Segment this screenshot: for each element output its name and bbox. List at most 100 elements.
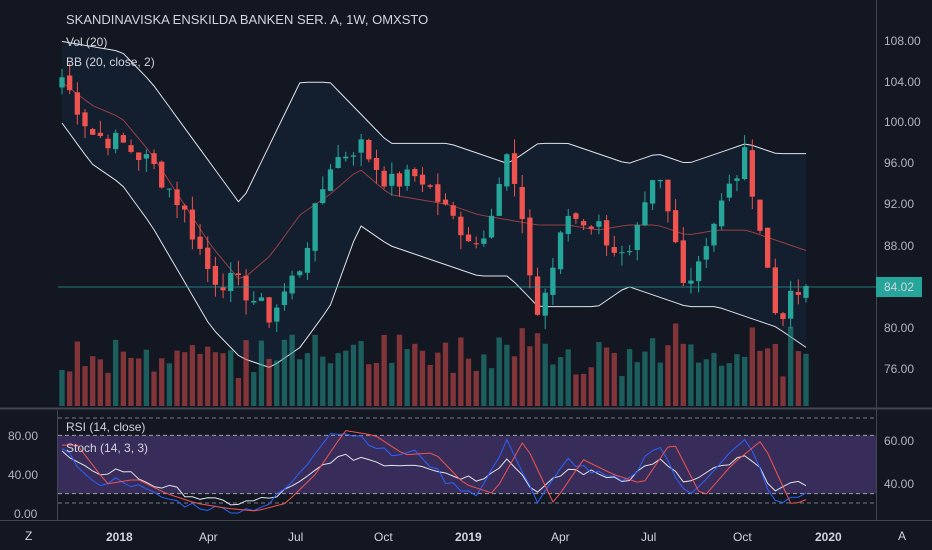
rsi-tick: 0.00 — [14, 507, 38, 521]
volume-bar — [795, 351, 801, 406]
volume-bar — [626, 349, 633, 406]
candle-body — [718, 200, 725, 227]
candle-body — [741, 147, 748, 180]
volume-bar — [465, 358, 472, 406]
volume-bar — [343, 350, 349, 406]
candle-body — [289, 275, 295, 294]
volume-bar — [243, 340, 249, 406]
last-price-label: 84.02 — [884, 280, 914, 294]
time-tick: Oct — [733, 530, 752, 544]
log-scale-button[interactable]: Z — [25, 529, 32, 543]
volume-bar — [174, 350, 180, 406]
candle-body — [381, 170, 387, 187]
candle-body — [151, 153, 157, 165]
volume-bar — [565, 349, 571, 406]
volume-bar — [519, 328, 525, 406]
stoch-legend[interactable]: Stoch (14, 3, 3) — [66, 441, 148, 455]
candle-body — [542, 292, 548, 316]
time-tick: Jul — [641, 530, 656, 544]
candle-body — [128, 145, 134, 152]
volume-bar — [488, 368, 495, 406]
volume-bar — [703, 359, 709, 406]
stoch-tick: 40.00 — [884, 477, 914, 491]
rsi-legend[interactable]: RSI (14, close) — [66, 420, 145, 434]
volume-bar — [665, 345, 671, 406]
volume-bar — [695, 362, 702, 406]
price-tick: 108.00 — [884, 34, 921, 48]
candle-body — [197, 236, 203, 249]
candle-body — [488, 215, 495, 238]
volume-bar — [197, 353, 203, 406]
volume-bar — [619, 376, 625, 406]
volume-bar — [366, 364, 372, 406]
candle-body — [511, 153, 518, 184]
rsi-axis[interactable]: 80.00 40.00 0.00 — [8, 429, 38, 521]
volume-bar — [166, 363, 173, 406]
volume-bar — [251, 372, 257, 406]
volume-bar — [120, 351, 127, 406]
candle-body — [419, 174, 426, 185]
candle-body — [412, 169, 418, 177]
candle-body — [764, 227, 771, 268]
price-pane[interactable] — [58, 0, 876, 408]
last-price-tag — [876, 277, 922, 297]
volume-bar — [726, 363, 732, 406]
volume-bar — [205, 346, 211, 406]
candle-body — [788, 290, 794, 319]
candle-body — [159, 161, 165, 188]
volume-bar — [611, 352, 617, 406]
candle-body — [757, 199, 763, 231]
price-tick: 88.00 — [884, 239, 914, 253]
chart-title: SKANDINAVISKA ENSKILDA BANKEN SER. A, 1W… — [66, 12, 428, 27]
candle-body — [174, 189, 180, 206]
oscillator-pane[interactable] — [58, 410, 876, 520]
volume-bar — [412, 343, 418, 406]
volume-bar — [803, 353, 809, 406]
candle-body — [557, 232, 564, 270]
volume-bar — [780, 376, 786, 406]
volume-bar — [212, 352, 219, 406]
candle-body — [458, 216, 464, 236]
time-tick: 2018 — [106, 530, 133, 544]
candle-body — [504, 154, 510, 187]
candle-body — [780, 313, 786, 320]
volume-bar — [764, 348, 771, 406]
volume-bar — [82, 366, 88, 406]
time-axis[interactable]: 2018 Apr Jul Oct 2019 Apr Jul Oct 2020 — [106, 530, 842, 544]
candle-body — [711, 223, 717, 246]
candle-body — [450, 205, 456, 216]
price-tick: 104.00 — [884, 75, 921, 89]
candle-body — [97, 132, 104, 137]
oscillator-line — [61, 450, 807, 506]
volume-bar — [320, 356, 326, 406]
candle-body — [189, 209, 196, 240]
candle-body — [143, 154, 150, 159]
volume-legend[interactable]: Vol (20) — [66, 35, 107, 49]
price-axis[interactable]: 108.00 104.00 100.00 96.00 92.00 88.00 8… — [884, 34, 921, 376]
volume-bar — [511, 356, 518, 406]
volume-bar — [458, 337, 464, 406]
volume-bar — [335, 353, 341, 406]
volume-bar — [649, 338, 656, 406]
volume-bar — [151, 371, 157, 406]
auto-scale-button[interactable]: A — [898, 529, 906, 543]
candle-body — [442, 199, 449, 205]
volume-bar — [228, 350, 234, 406]
stoch-axis[interactable]: 60.00 40.00 — [884, 434, 914, 491]
price-tick: 92.00 — [884, 197, 914, 211]
candle-body — [366, 139, 372, 160]
candle-body — [680, 240, 686, 283]
candle-body — [427, 185, 433, 187]
price-tick: 76.00 — [884, 362, 914, 376]
volume-bar — [642, 351, 648, 406]
volume-bar — [734, 354, 740, 406]
volume-bar — [381, 334, 387, 406]
candle-body — [251, 301, 257, 303]
price-tick: 96.00 — [884, 156, 914, 170]
rsi-tick: 80.00 — [8, 429, 38, 443]
volume-bar — [266, 358, 272, 406]
volume-bar — [404, 349, 410, 406]
bollinger-legend[interactable]: BB (20, close, 2) — [66, 55, 155, 69]
candle-body — [465, 234, 472, 242]
